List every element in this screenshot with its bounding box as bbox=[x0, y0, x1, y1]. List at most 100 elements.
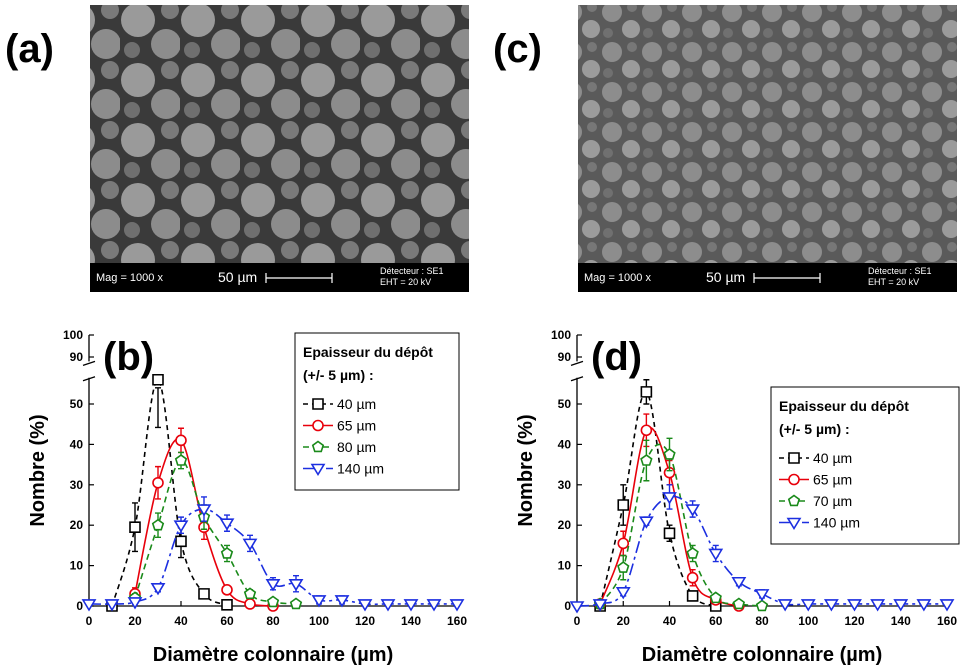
x-tick-label: 60 bbox=[709, 614, 723, 628]
data-point bbox=[939, 599, 955, 612]
legend-marker bbox=[788, 452, 800, 464]
data-point bbox=[640, 424, 653, 436]
data-point bbox=[152, 373, 164, 386]
data-point bbox=[893, 599, 909, 612]
data-point bbox=[242, 538, 258, 551]
y-tick-label: 30 bbox=[558, 478, 572, 492]
x-tick-label: 100 bbox=[309, 614, 329, 628]
data-point bbox=[288, 578, 304, 592]
sem-image bbox=[578, 5, 957, 263]
panel-label: (b) bbox=[103, 335, 154, 379]
y-tick-label: 0 bbox=[76, 599, 83, 613]
data-point bbox=[663, 527, 676, 540]
legend-marker bbox=[312, 398, 324, 410]
y-tick-label: 90 bbox=[70, 350, 84, 364]
axis-break bbox=[82, 360, 96, 382]
fit-line bbox=[111, 378, 228, 607]
y-axis-title: Nombre (%) bbox=[27, 414, 49, 526]
data-point bbox=[640, 454, 653, 466]
legend-label: 140 µm bbox=[337, 461, 384, 477]
data-point bbox=[220, 546, 234, 559]
legend-label: 65 µm bbox=[337, 418, 376, 434]
data-point bbox=[175, 535, 187, 548]
data-point bbox=[129, 521, 141, 534]
eht: EHT = 20 kV bbox=[868, 277, 919, 287]
eht: EHT = 20 kV bbox=[380, 277, 431, 287]
data-point bbox=[731, 576, 747, 590]
panel-label: (a) bbox=[5, 27, 54, 71]
data-point bbox=[151, 518, 165, 531]
data-point bbox=[800, 599, 816, 612]
x-tick-label: 80 bbox=[266, 614, 280, 628]
data-point bbox=[127, 597, 143, 610]
data-point bbox=[81, 599, 97, 612]
x-tick-label: 80 bbox=[755, 614, 769, 628]
x-tick-label: 20 bbox=[617, 614, 631, 628]
data-point bbox=[754, 589, 770, 602]
legend-label: 40 µm bbox=[337, 396, 376, 412]
legend-title: Epaisseur du dépôt bbox=[779, 398, 909, 414]
x-axis-title: Diamètre colonnaire (µm) bbox=[642, 644, 882, 666]
y-tick-label: 40 bbox=[70, 437, 84, 451]
y-tick-label: 0 bbox=[564, 599, 571, 613]
y-tick-label: 100 bbox=[551, 328, 571, 342]
legend-marker bbox=[310, 463, 326, 477]
data-point bbox=[380, 599, 396, 612]
data-point bbox=[615, 587, 631, 600]
fit-line bbox=[134, 459, 297, 605]
legend-title: (+/- 5 µm) : bbox=[779, 421, 850, 437]
x-tick-label: 40 bbox=[663, 614, 677, 628]
data-point bbox=[709, 591, 722, 604]
data-point bbox=[311, 595, 327, 608]
data-point bbox=[617, 537, 630, 550]
legend-label: 140 µm bbox=[813, 515, 860, 531]
legend-label: 80 µm bbox=[337, 439, 376, 455]
x-tick-label: 40 bbox=[174, 614, 188, 628]
data-point bbox=[104, 599, 120, 612]
legend-label: 65 µm bbox=[813, 472, 852, 488]
axis-break bbox=[570, 360, 584, 382]
data-point bbox=[777, 599, 793, 612]
data-point bbox=[175, 434, 187, 447]
x-tick-label: 160 bbox=[447, 614, 467, 628]
detector: Détecteur : SE1 bbox=[380, 266, 444, 276]
legend-box bbox=[294, 332, 460, 491]
legend-marker bbox=[311, 440, 325, 453]
scale-label: 50 µm bbox=[706, 269, 745, 285]
panel-label: (d) bbox=[591, 335, 642, 379]
data-point bbox=[916, 599, 932, 612]
data-point bbox=[403, 599, 419, 612]
data-point bbox=[243, 587, 257, 600]
legend-box bbox=[770, 386, 960, 545]
x-axis-title: Diamètre colonnaire (µm) bbox=[153, 644, 393, 666]
data-point bbox=[150, 583, 166, 596]
x-tick-label: 0 bbox=[86, 614, 93, 628]
x-tick-label: 160 bbox=[937, 614, 957, 628]
y-tick-label: 40 bbox=[558, 437, 572, 451]
scale-label: 50 µm bbox=[218, 269, 257, 285]
legend-marker bbox=[312, 419, 324, 432]
data-point bbox=[708, 548, 724, 562]
data-point bbox=[685, 504, 701, 517]
data-point bbox=[357, 599, 373, 612]
x-tick-label: 140 bbox=[891, 614, 911, 628]
legend-marker bbox=[786, 517, 802, 531]
data-point bbox=[244, 598, 256, 610]
legend-marker bbox=[788, 473, 800, 486]
y-tick-label: 20 bbox=[558, 518, 572, 532]
y-tick-label: 100 bbox=[63, 328, 83, 342]
y-tick-label: 20 bbox=[70, 518, 84, 532]
y-axis-title: Nombre (%) bbox=[515, 414, 537, 526]
data-point bbox=[870, 599, 886, 612]
scale-bar bbox=[265, 273, 333, 283]
data-point bbox=[221, 584, 233, 596]
data-point bbox=[426, 599, 442, 612]
data-point bbox=[686, 571, 699, 584]
data-point bbox=[219, 518, 235, 531]
x-tick-label: 120 bbox=[355, 614, 375, 628]
data-point bbox=[663, 448, 676, 460]
data-point bbox=[686, 590, 699, 602]
y-tick-label: 10 bbox=[558, 559, 572, 573]
